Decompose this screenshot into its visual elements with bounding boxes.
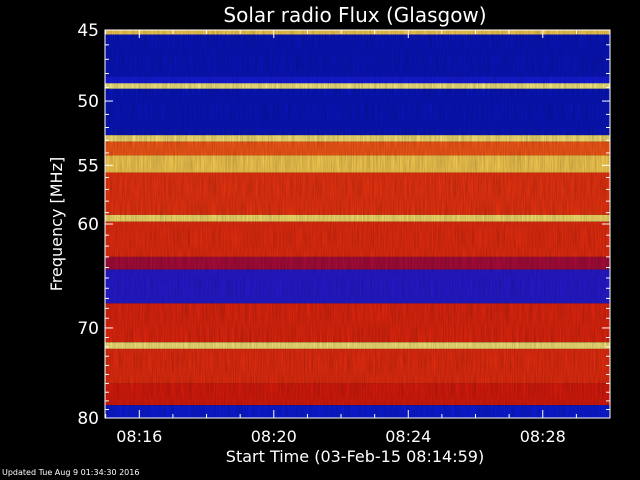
x-tick-label-2: 08:24 xyxy=(385,427,431,446)
y-axis-label: Frequency [MHz] xyxy=(47,157,66,291)
y-tick-label-1: 50 xyxy=(77,92,99,112)
updated-timestamp: Updated Tue Aug 9 01:34:30 2016 xyxy=(2,468,140,477)
y-tick-label-2: 55 xyxy=(77,156,99,176)
x-tick-label-3: 08:28 xyxy=(520,427,566,446)
chart-title: Solar radio Flux (Glasgow) xyxy=(223,3,486,27)
x-axis-label: Start Time (03-Feb-15 08:14:59) xyxy=(226,447,484,466)
y-tick-label-5: 80 xyxy=(77,409,99,429)
y-tick-label-0: 45 xyxy=(77,21,99,41)
y-tick-label-3: 60 xyxy=(77,215,99,235)
x-tick-label-0: 08:16 xyxy=(116,427,162,446)
x-tick-label-1: 08:20 xyxy=(251,427,297,446)
axis-layer: 45 50 55 60 70 80 08:16 08:20 08:24 08:28 xyxy=(77,21,611,446)
y-tick-label-4: 70 xyxy=(77,319,99,339)
heatmap-noise-texture xyxy=(105,30,610,418)
